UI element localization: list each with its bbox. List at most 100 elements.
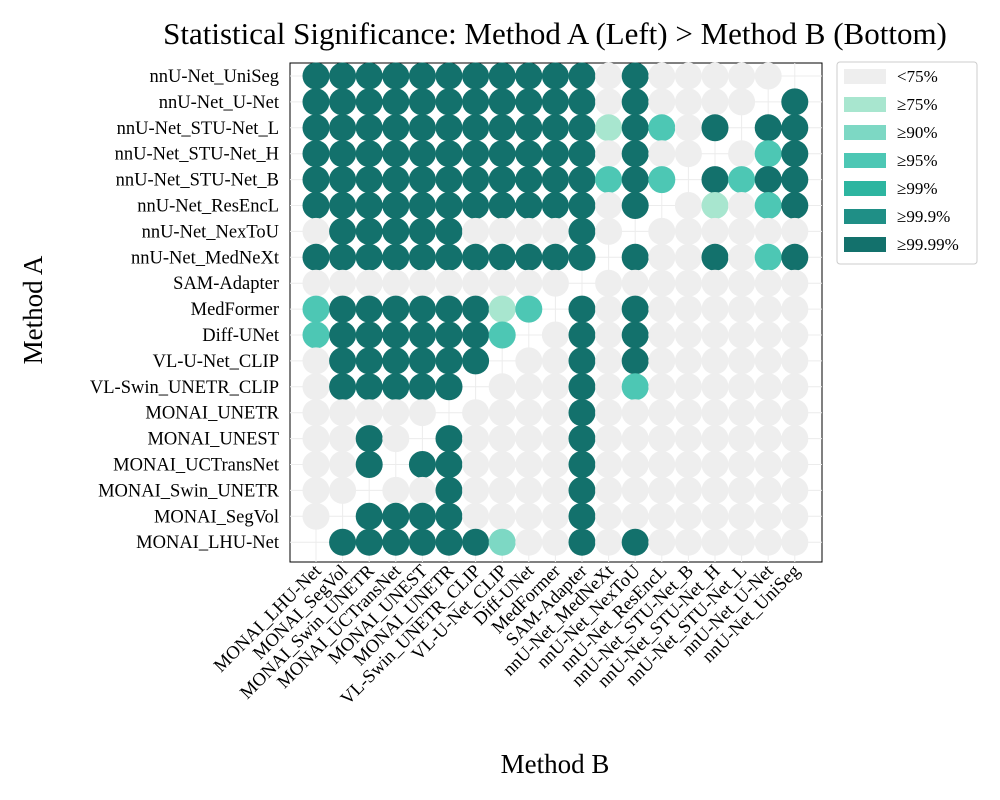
marker-nnu-net-stu-net-b-vs-nnu-net-nextou	[621, 166, 649, 194]
marker-monai-unest-vs-nnu-net-nextou	[621, 425, 649, 453]
marker-monai-uctransnet-vs-monai-lhu-net	[302, 451, 330, 478]
marker-vl-swin-unetr-clip-vs-nnu-net-u-net	[754, 373, 782, 401]
legend-label-3: ≥95%	[897, 151, 938, 170]
marker-monai-unest-vs-monai-lhu-net	[302, 425, 330, 453]
marker-vl-u-net-clip-vs-medformer	[541, 347, 569, 375]
marker-nnu-net-stu-net-h-vs-sam-adapter	[568, 140, 596, 168]
marker-monai-unetr-vs-diff-unet	[515, 399, 543, 427]
marker-diff-unet-vs-monai-unetr	[435, 321, 463, 349]
marker-vl-u-net-clip-vs-nnu-net-stu-net-l	[728, 347, 756, 375]
marker-vl-swin-unetr-clip-vs-monai-unetr	[435, 373, 463, 401]
marker-vl-swin-unetr-clip-vs-nnu-net-stu-net-h	[701, 373, 729, 401]
y-tick-monai-lhu-net: MONAI_LHU-Net	[136, 533, 280, 553]
y-tick-nnu-net-resencl: nnU-Net_ResEncL	[137, 197, 279, 217]
marker-medformer-vs-nnu-net-mednext	[595, 295, 623, 323]
marker-sam-adapter-vs-monai-segvol	[329, 269, 357, 297]
marker-vl-swin-unetr-clip-vs-medformer	[541, 373, 569, 401]
marker-monai-unetr-vs-nnu-net-stu-net-l	[728, 399, 756, 427]
y-tick-monai-swin-unetr: MONAI_Swin_UNETR	[98, 481, 280, 501]
marker-diff-unet-vs-nnu-net-mednext	[595, 321, 623, 349]
marker-nnu-net-resencl-vs-vl-u-net-clip	[488, 192, 516, 219]
marker-nnu-net-u-net-vs-monai-lhu-net	[302, 88, 330, 116]
marker-nnu-net-mednext-vs-monai-uctransnet	[382, 243, 410, 271]
marker-monai-uctransnet-vs-nnu-net-stu-net-h	[701, 451, 729, 478]
y-tick-nnu-net-nextou: nnU-Net_NexToU	[142, 222, 279, 242]
marker-diff-unet-vs-nnu-net-u-net	[754, 321, 782, 349]
marker-monai-segvol-vs-nnu-net-uniseg	[781, 502, 809, 530]
marker-nnu-net-stu-net-l-vs-monai-uctransnet	[382, 114, 410, 142]
marker-monai-unetr-vs-monai-unest	[408, 399, 436, 427]
marker-monai-uctransnet-vs-nnu-net-resencl	[648, 451, 676, 478]
marker-nnu-net-mednext-vs-vl-u-net-clip	[488, 243, 516, 271]
marker-nnu-net-nextou-vs-nnu-net-u-net	[754, 217, 782, 245]
y-tick-nnu-net-stu-net-b: nnU-Net_STU-Net_B	[116, 171, 279, 191]
marker-nnu-net-u-net-vs-nnu-net-stu-net-b	[674, 88, 702, 116]
marker-sam-adapter-vs-nnu-net-u-net	[754, 269, 782, 297]
marker-nnu-net-stu-net-l-vs-vl-u-net-clip	[488, 114, 516, 142]
marker-nnu-net-stu-net-l-vs-diff-unet	[515, 114, 543, 142]
marker-diff-unet-vs-monai-segvol	[329, 321, 357, 349]
marker-monai-swin-unetr-vs-nnu-net-mednext	[595, 476, 623, 504]
marker-monai-segvol-vs-monai-unetr	[435, 502, 463, 530]
marker-monai-unest-vs-diff-unet	[515, 425, 543, 453]
marker-monai-uctransnet-vs-diff-unet	[515, 451, 543, 478]
marker-vl-swin-unetr-clip-vs-nnu-net-stu-net-b	[674, 373, 702, 401]
marker-medformer-vs-monai-lhu-net	[302, 295, 330, 323]
marker-sam-adapter-vs-monai-unest	[408, 269, 436, 297]
marker-monai-unetr-vs-nnu-net-nextou	[621, 399, 649, 427]
marker-nnu-net-stu-net-h-vs-nnu-net-stu-net-l	[728, 140, 756, 168]
marker-nnu-net-stu-net-b-vs-nnu-net-mednext	[595, 166, 623, 194]
marker-monai-segvol-vs-nnu-net-stu-net-h	[701, 502, 729, 530]
marker-monai-uctransnet-vs-nnu-net-uniseg	[781, 451, 809, 478]
marker-medformer-vs-monai-uctransnet	[382, 295, 410, 323]
marker-nnu-net-resencl-vs-monai-segvol	[329, 192, 357, 219]
marker-nnu-net-mednext-vs-monai-segvol	[329, 243, 357, 271]
marker-nnu-net-stu-net-h-vs-monai-segvol	[329, 140, 357, 168]
marker-nnu-net-resencl-vs-nnu-net-mednext	[595, 192, 623, 219]
marker-nnu-net-nextou-vs-sam-adapter	[568, 217, 596, 245]
y-tick-nnu-net-stu-net-l: nnU-Net_STU-Net_L	[117, 119, 279, 139]
marker-monai-unetr-vs-monai-segvol	[329, 399, 357, 427]
marker-nnu-net-nextou-vs-diff-unet	[515, 217, 543, 245]
marker-vl-swin-unetr-clip-vs-nnu-net-mednext	[595, 373, 623, 401]
marker-monai-swin-unetr-vs-monai-uctransnet	[382, 476, 410, 504]
marker-nnu-net-resencl-vs-monai-unest	[408, 192, 436, 219]
marker-nnu-net-uniseg-vs-nnu-net-stu-net-l	[728, 62, 756, 90]
legend-label-2: ≥90%	[897, 123, 938, 142]
marker-nnu-net-mednext-vs-nnu-net-stu-net-l	[728, 243, 756, 271]
marker-medformer-vs-nnu-net-uniseg	[781, 295, 809, 323]
marker-monai-unest-vs-monai-swin-unetr	[355, 425, 383, 453]
marker-sam-adapter-vs-nnu-net-uniseg	[781, 269, 809, 297]
marker-medformer-vs-nnu-net-stu-net-l	[728, 295, 756, 323]
marker-vl-u-net-clip-vs-monai-swin-unetr	[355, 347, 383, 375]
marker-nnu-net-stu-net-l-vs-nnu-net-nextou	[621, 114, 649, 142]
marker-monai-unetr-vs-monai-uctransnet	[382, 399, 410, 427]
marker-monai-uctransnet-vs-monai-unest	[408, 451, 436, 478]
marker-nnu-net-stu-net-h-vs-nnu-net-nextou	[621, 140, 649, 168]
marker-monai-segvol-vs-medformer	[541, 502, 569, 530]
y-tick-monai-unetr: MONAI_UNETR	[145, 404, 279, 424]
marker-vl-swin-unetr-clip-vs-monai-segvol	[329, 373, 357, 401]
marker-medformer-vs-nnu-net-resencl	[648, 295, 676, 323]
y-tick-nnu-net-stu-net-h: nnU-Net_STU-Net_H	[115, 145, 279, 165]
marker-nnu-net-mednext-vs-nnu-net-u-net	[754, 243, 782, 271]
marker-monai-unest-vs-nnu-net-stu-net-h	[701, 425, 729, 453]
marker-monai-lhu-net-vs-nnu-net-resencl	[648, 528, 676, 556]
marker-vl-swin-unetr-clip-vs-nnu-net-stu-net-l	[728, 373, 756, 401]
marker-nnu-net-nextou-vs-monai-segvol	[329, 217, 357, 245]
marker-nnu-net-stu-net-l-vs-nnu-net-u-net	[754, 114, 782, 142]
marker-nnu-net-stu-net-h-vs-diff-unet	[515, 140, 543, 168]
marker-monai-uctransnet-vs-monai-segvol	[329, 451, 357, 478]
legend-swatch-0	[844, 69, 886, 84]
marker-vl-u-net-clip-vs-nnu-net-resencl	[648, 347, 676, 375]
marker-nnu-net-uniseg-vs-vl-u-net-clip	[488, 62, 516, 90]
marker-nnu-net-stu-net-l-vs-nnu-net-uniseg	[781, 114, 809, 142]
marker-nnu-net-nextou-vs-monai-swin-unetr	[355, 217, 383, 245]
marker-nnu-net-stu-net-h-vs-monai-unest	[408, 140, 436, 168]
marker-vl-u-net-clip-vs-monai-lhu-net	[302, 347, 330, 375]
marker-monai-uctransnet-vs-vl-swin-unetr-clip	[462, 451, 490, 478]
marker-nnu-net-uniseg-vs-monai-segvol	[329, 62, 357, 90]
marker-diff-unet-vs-monai-unest	[408, 321, 436, 349]
marker-diff-unet-vs-monai-uctransnet	[382, 321, 410, 349]
